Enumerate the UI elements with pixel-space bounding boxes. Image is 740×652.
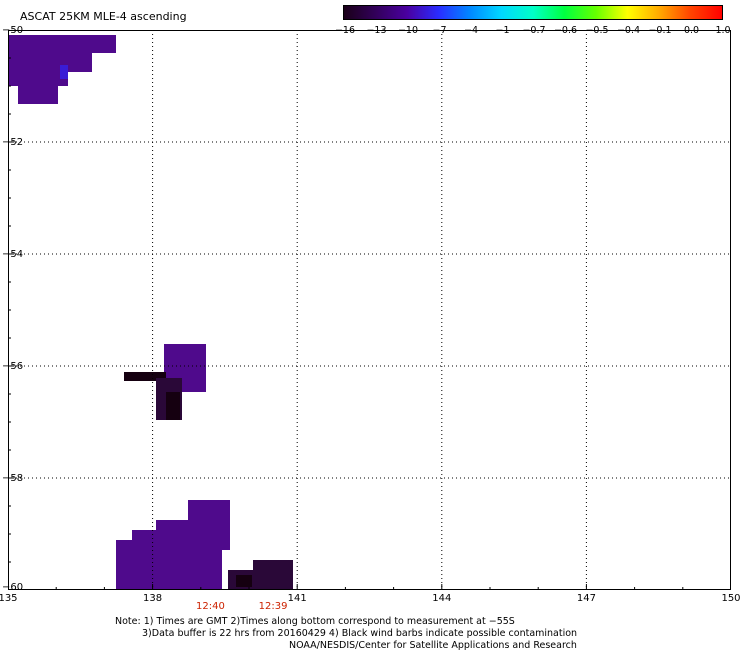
lon-label: 135 xyxy=(0,593,18,604)
graticule-grid xyxy=(8,30,731,590)
time-label: 12:39 xyxy=(258,601,288,612)
swath-cell xyxy=(8,50,92,72)
note-line-2: 3)Data buffer is 22 hrs from 20160429 4)… xyxy=(142,628,578,639)
note-line-3: NOAA/NESDIS/Center for Satellite Applica… xyxy=(289,640,577,651)
lon-label: 141 xyxy=(287,593,307,604)
footnotes: Note: 1) Times are GMT 2)Times along bot… xyxy=(115,616,577,652)
swath-cell xyxy=(60,65,68,79)
swath-cell xyxy=(166,392,180,420)
color-scale-bar xyxy=(343,5,723,20)
lon-label: 138 xyxy=(143,593,163,604)
lon-label: 150 xyxy=(721,593,740,604)
lat-label: −54 xyxy=(2,249,24,260)
lat-label: −60 xyxy=(2,582,24,593)
map-frame xyxy=(8,30,731,590)
note-line-1: Note: 1) Times are GMT 2)Times along bot… xyxy=(115,616,515,627)
lat-label: −58 xyxy=(2,473,24,484)
lat-label: −50 xyxy=(2,25,24,36)
swath-cell xyxy=(116,540,146,590)
swath-cell xyxy=(8,68,68,86)
lat-label: −52 xyxy=(2,137,24,148)
lat-label: −56 xyxy=(2,361,24,372)
swath-cell xyxy=(236,575,252,587)
map-title: ASCAT 25KM MLE-4 ascending xyxy=(20,10,187,23)
map-plot xyxy=(8,30,731,590)
swath-cell xyxy=(124,372,166,381)
swath-data xyxy=(8,35,293,590)
lon-label: 144 xyxy=(432,593,452,604)
swath-cell xyxy=(8,35,116,53)
axis-ticks xyxy=(8,30,731,590)
swath-cell xyxy=(158,546,222,590)
lon-label: 147 xyxy=(576,593,596,604)
swath-cell xyxy=(253,560,293,590)
swath-cell xyxy=(18,82,58,104)
time-label: 12:40 xyxy=(196,601,225,612)
